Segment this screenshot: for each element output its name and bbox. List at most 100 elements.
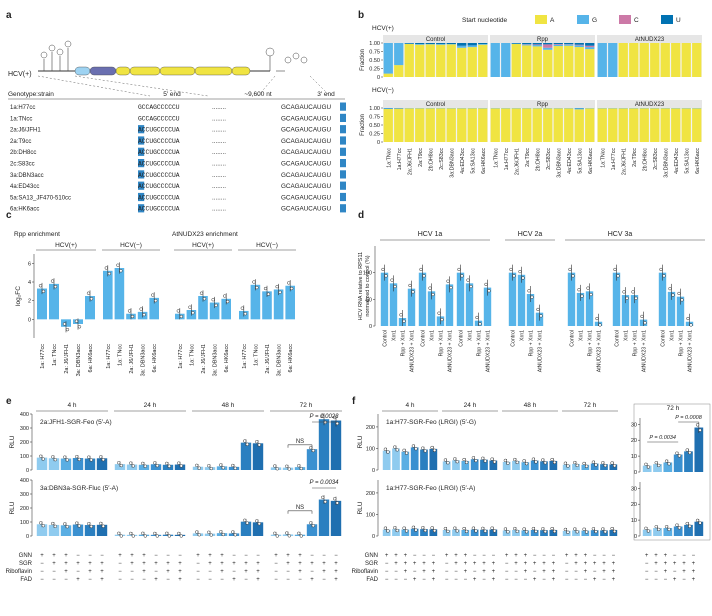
stack-segment xyxy=(564,43,574,45)
data-point xyxy=(664,459,669,463)
stack-segment xyxy=(574,43,584,45)
genome-segment xyxy=(89,66,117,76)
data-point xyxy=(453,526,457,530)
condition-mark: + xyxy=(178,569,182,575)
facet-strip xyxy=(490,35,595,43)
data-point xyxy=(311,448,315,453)
data-point xyxy=(50,279,55,283)
x-tick-label: 2c:S83cc xyxy=(546,148,552,170)
data-point xyxy=(677,454,682,458)
data-point xyxy=(601,527,605,531)
data-point xyxy=(384,274,388,278)
condition-mark: + xyxy=(178,561,182,567)
condition-mark: + xyxy=(76,561,80,567)
condition-label: SGR xyxy=(19,561,33,567)
facet-strip xyxy=(383,100,488,108)
data-point xyxy=(534,529,538,534)
data-point xyxy=(119,534,123,538)
condition-mark: − xyxy=(574,577,578,583)
condition-mark: + xyxy=(574,553,578,559)
x-tick-label: 3a: DBN3acc xyxy=(141,344,147,377)
x-tick-label: Rpp + Xrn1 xyxy=(529,330,535,357)
strain-name: 4a:ED43cc xyxy=(10,184,39,190)
dots: ........ xyxy=(212,138,226,145)
five-prime-seq: ACCUGCCCCUA xyxy=(138,161,180,168)
condition-mark: − xyxy=(422,553,426,559)
five-prime-header: 5′ end xyxy=(163,91,181,98)
bar xyxy=(445,284,454,326)
stack-segment xyxy=(639,43,649,77)
bar xyxy=(306,449,318,470)
data-point xyxy=(668,287,672,291)
bar xyxy=(526,294,535,326)
five-prime-seq: GCCAGCCCCCU xyxy=(138,104,180,111)
condition-mark: + xyxy=(552,569,556,575)
x-tick-label: Rpp + Xrn1 xyxy=(477,330,483,357)
bar xyxy=(489,460,498,470)
condition-mark: − xyxy=(130,569,134,575)
bar xyxy=(60,458,72,470)
data-point xyxy=(503,527,508,531)
condition-mark: − xyxy=(505,577,509,583)
data-point xyxy=(263,286,268,291)
condition-mark: + xyxy=(692,569,696,575)
stack-segment xyxy=(597,43,607,77)
condition-mark: − xyxy=(166,577,170,583)
y-tick: 0.75 xyxy=(369,50,380,56)
condition-mark: + xyxy=(100,561,104,567)
condition-mark: − xyxy=(565,569,569,575)
x-tick-label: 4a:ED43cc xyxy=(674,148,680,174)
condition-mark: + xyxy=(142,561,146,567)
condition-mark: + xyxy=(130,561,134,567)
data-point xyxy=(214,303,218,307)
condition-mark: − xyxy=(574,569,578,575)
stack-segment xyxy=(629,108,639,142)
data-point xyxy=(41,457,45,461)
data-point xyxy=(610,526,614,531)
data-point xyxy=(492,529,497,533)
x-tick-label: 2b:DH8cc xyxy=(642,148,648,172)
condition-label: Riboflavin xyxy=(352,569,378,575)
data-point xyxy=(421,526,425,530)
bar xyxy=(262,291,272,320)
data-point xyxy=(631,290,635,294)
data-point xyxy=(571,274,575,278)
data-point xyxy=(446,461,450,465)
x-tick-label: AtNUDX23 + Xrn1 xyxy=(486,330,492,372)
facet-strip xyxy=(597,35,702,43)
x-tick-label: Control xyxy=(661,330,667,347)
legend-swatch xyxy=(577,15,589,24)
data-point xyxy=(252,280,256,284)
condition-mark: + xyxy=(682,561,686,567)
condition-mark: + xyxy=(664,561,668,567)
data-point xyxy=(677,526,682,530)
data-point xyxy=(622,290,626,294)
data-point xyxy=(141,461,145,466)
data-point xyxy=(530,295,534,299)
data-point xyxy=(399,313,403,317)
group-header: HCV(−) xyxy=(120,242,142,249)
highlight-box xyxy=(138,147,145,156)
data-point xyxy=(65,525,69,529)
data-point xyxy=(211,298,215,302)
data-point xyxy=(404,451,409,455)
dots: ........ xyxy=(212,115,226,122)
bar xyxy=(382,450,391,470)
bar xyxy=(590,463,599,470)
data-point xyxy=(155,534,159,538)
stem-loop xyxy=(284,56,292,64)
condition-mark: + xyxy=(100,569,104,575)
data-point xyxy=(428,286,432,290)
bar xyxy=(470,529,479,536)
stack-segment xyxy=(650,108,660,142)
bar xyxy=(60,525,72,536)
condition-mark: + xyxy=(584,553,588,559)
x-tick-label: 6a: HK6acc xyxy=(224,344,230,373)
bar xyxy=(410,528,419,536)
data-point xyxy=(644,526,648,530)
data-point xyxy=(131,464,135,468)
condition-mark: + xyxy=(64,569,68,575)
bar xyxy=(684,524,693,536)
data-point xyxy=(573,527,577,531)
condition-mark: + xyxy=(514,561,518,567)
